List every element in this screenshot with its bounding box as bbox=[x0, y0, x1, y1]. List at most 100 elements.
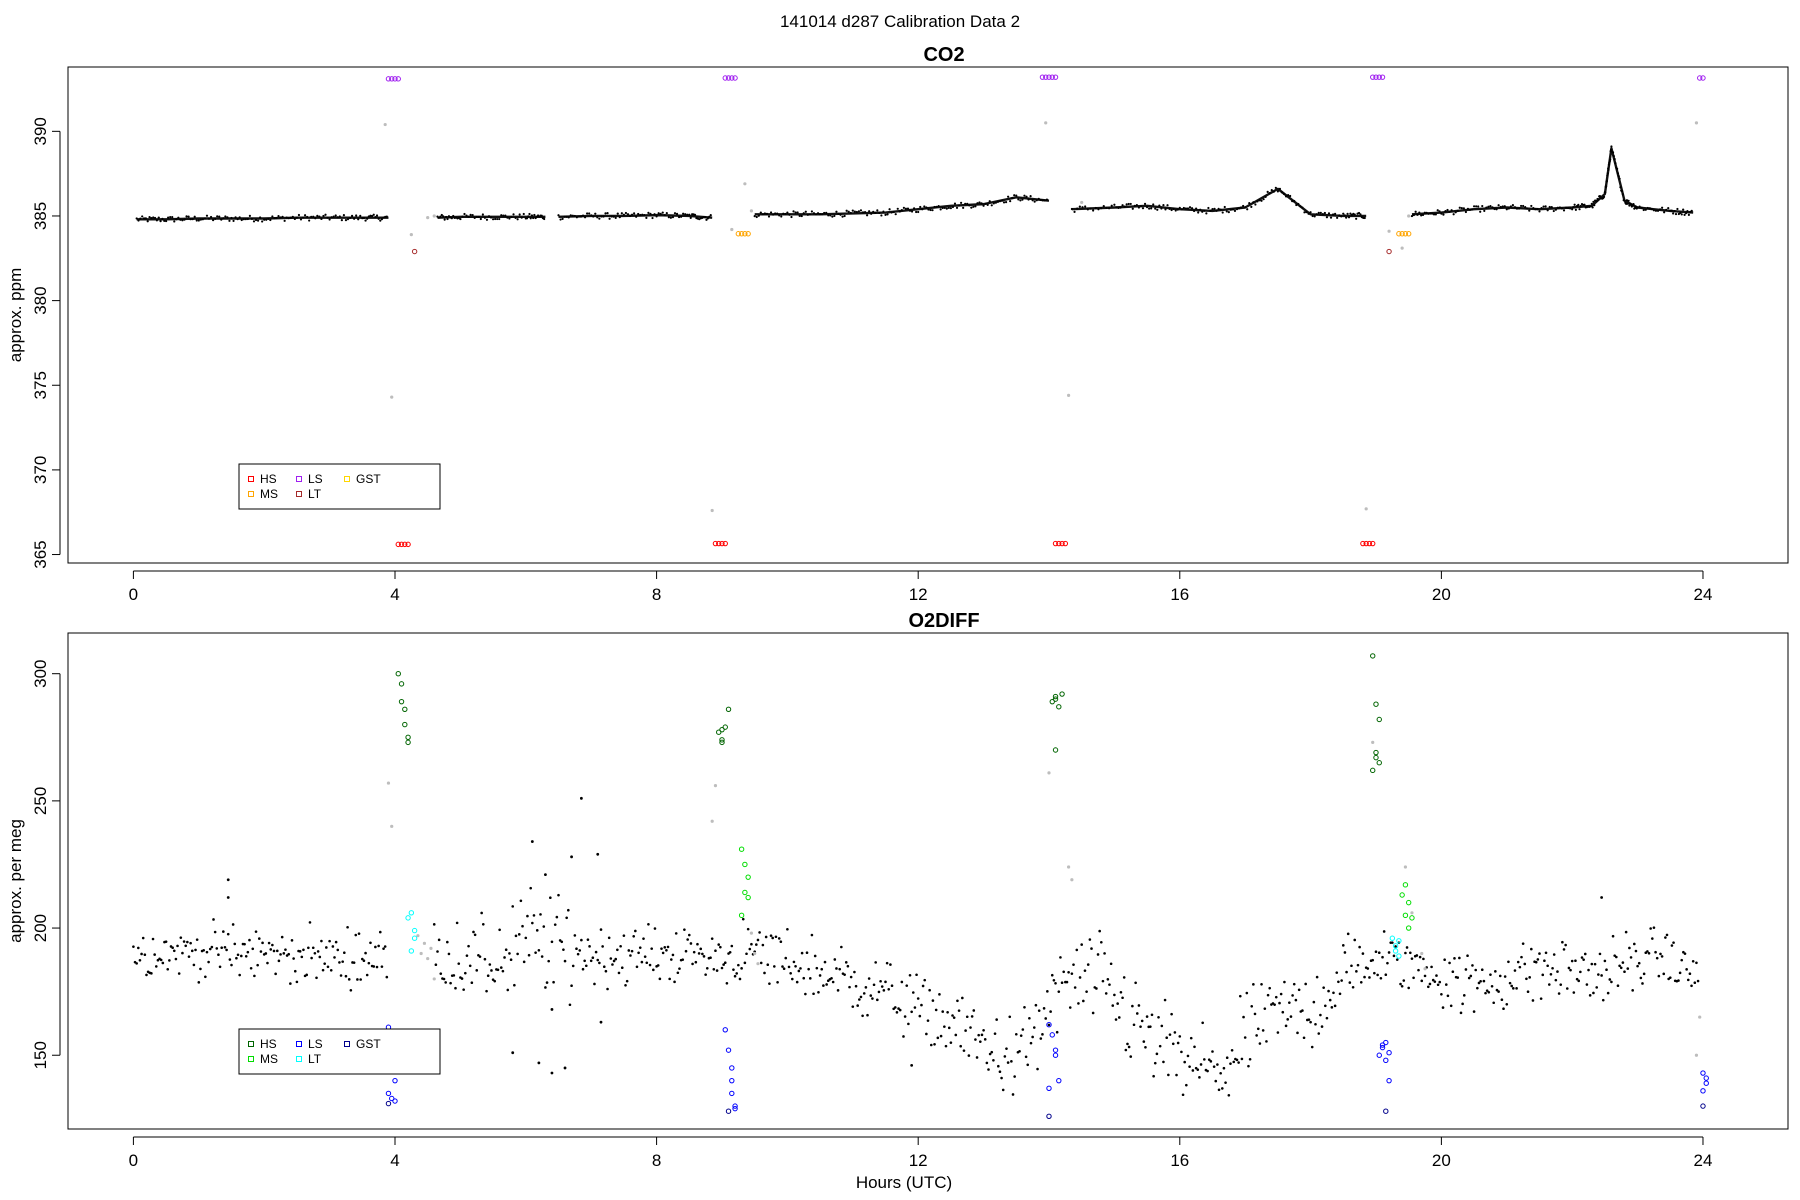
data-point bbox=[1168, 207, 1171, 210]
data-point bbox=[1180, 208, 1183, 211]
baseline-trace bbox=[437, 215, 546, 219]
data-point bbox=[673, 980, 676, 984]
data-point bbox=[511, 905, 515, 908]
data-point bbox=[1059, 956, 1062, 959]
data-point bbox=[769, 934, 773, 937]
data-point bbox=[765, 212, 769, 215]
data-point bbox=[1524, 205, 1527, 209]
data-point bbox=[1343, 951, 1347, 954]
data-point bbox=[527, 953, 531, 957]
data-point bbox=[843, 973, 846, 976]
data-point bbox=[562, 948, 565, 951]
data-point bbox=[532, 914, 536, 917]
data-point bbox=[491, 218, 495, 221]
data-point bbox=[1034, 1003, 1038, 1007]
series-point-ls bbox=[729, 1090, 735, 1097]
data-point bbox=[1245, 991, 1249, 995]
data-point bbox=[1547, 983, 1551, 986]
data-point bbox=[380, 218, 384, 221]
data-point bbox=[1684, 212, 1688, 215]
data-point bbox=[616, 212, 619, 215]
data-point bbox=[374, 216, 377, 219]
data-point bbox=[1029, 194, 1032, 198]
outlier-point bbox=[599, 1020, 603, 1024]
data-point bbox=[1167, 1073, 1170, 1077]
data-point bbox=[450, 217, 453, 220]
data-point bbox=[1629, 956, 1633, 959]
data-point bbox=[1590, 962, 1594, 966]
series-point-hs bbox=[398, 698, 405, 705]
data-point bbox=[1037, 1009, 1041, 1012]
data-point bbox=[871, 997, 874, 1000]
data-point bbox=[185, 215, 188, 218]
outlier-point bbox=[570, 855, 573, 859]
data-point bbox=[596, 216, 599, 219]
y-tick-label: 390 bbox=[31, 117, 50, 145]
data-point bbox=[777, 937, 781, 940]
series-point-hs bbox=[719, 739, 725, 746]
data-point bbox=[1359, 980, 1363, 984]
data-point bbox=[242, 218, 245, 221]
data-point bbox=[154, 965, 158, 968]
data-point bbox=[1356, 963, 1360, 967]
data-point bbox=[943, 1025, 946, 1028]
data-point bbox=[1519, 204, 1523, 208]
data-point bbox=[884, 213, 887, 216]
data-point bbox=[212, 219, 215, 222]
data-point bbox=[531, 921, 534, 925]
baseline-trace bbox=[1071, 187, 1367, 218]
data-point bbox=[1567, 966, 1571, 970]
data-point bbox=[508, 217, 511, 220]
data-point bbox=[1688, 972, 1692, 975]
data-point bbox=[1055, 1030, 1059, 1034]
data-point bbox=[1014, 1032, 1018, 1036]
data-point bbox=[902, 206, 905, 209]
data-point bbox=[1623, 199, 1626, 202]
data-point bbox=[519, 899, 523, 903]
data-point bbox=[1498, 974, 1502, 978]
data-point bbox=[518, 213, 521, 216]
series-point-hs bbox=[1373, 701, 1379, 707]
data-point bbox=[1680, 213, 1683, 216]
data-point bbox=[1127, 202, 1130, 206]
data-point bbox=[1127, 1045, 1131, 1049]
data-point bbox=[818, 974, 822, 977]
data-point bbox=[954, 1033, 958, 1037]
data-point bbox=[848, 985, 851, 989]
data-point bbox=[929, 208, 932, 212]
data-point bbox=[1272, 190, 1275, 193]
series-point-ls bbox=[392, 1098, 398, 1104]
data-point bbox=[758, 931, 761, 934]
data-point bbox=[280, 935, 284, 939]
data-point bbox=[851, 209, 854, 212]
data-point bbox=[684, 949, 688, 953]
data-point bbox=[1612, 154, 1615, 158]
data-point bbox=[349, 988, 353, 992]
data-point bbox=[1307, 1018, 1311, 1021]
series-point-ls bbox=[1056, 1077, 1062, 1084]
data-point bbox=[686, 213, 689, 216]
series-point-ms bbox=[738, 231, 745, 237]
data-point bbox=[988, 200, 991, 203]
data-point bbox=[516, 952, 519, 956]
data-point bbox=[896, 207, 899, 210]
series-point-hs bbox=[398, 681, 405, 687]
transition-point bbox=[416, 934, 420, 938]
data-point bbox=[967, 1054, 971, 1057]
data-point bbox=[1268, 191, 1271, 195]
x-axis-label: Hours (UTC) bbox=[856, 1173, 952, 1192]
data-point bbox=[1315, 975, 1319, 979]
data-point bbox=[709, 956, 712, 960]
data-point bbox=[540, 955, 544, 958]
data-point bbox=[1100, 940, 1103, 944]
x-tick-label: 12 bbox=[909, 1151, 928, 1170]
data-point bbox=[1347, 216, 1351, 219]
data-point bbox=[318, 955, 322, 959]
data-point bbox=[921, 984, 925, 988]
data-point bbox=[446, 940, 449, 944]
data-point bbox=[1184, 207, 1188, 210]
data-point bbox=[586, 938, 590, 941]
data-point bbox=[1417, 968, 1420, 972]
data-point bbox=[1521, 942, 1525, 945]
